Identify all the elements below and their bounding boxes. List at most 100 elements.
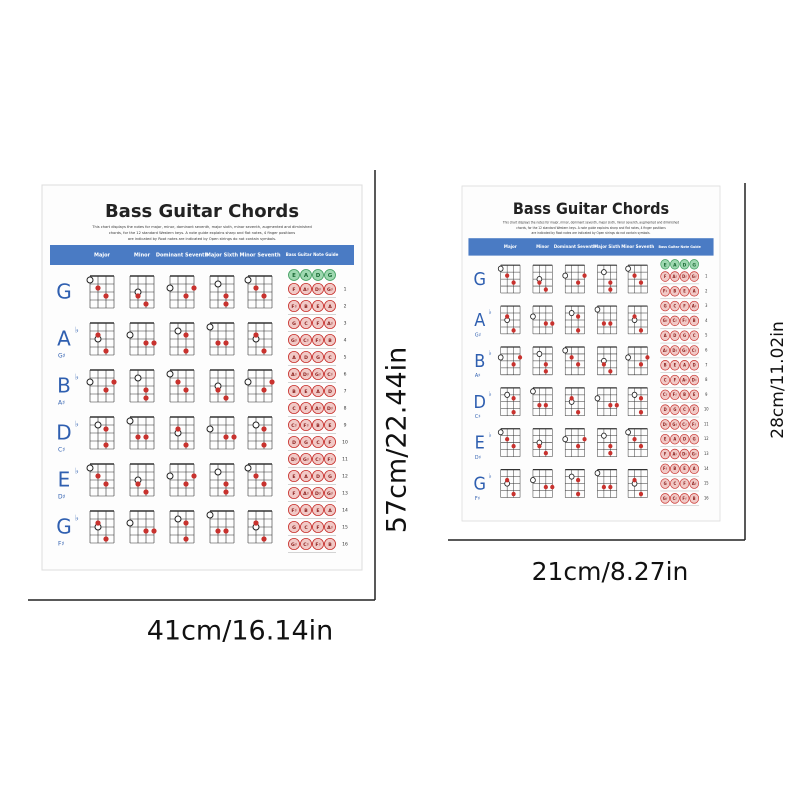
note-circle	[323, 537, 336, 550]
finger-dot	[511, 328, 516, 333]
note-circle	[299, 469, 312, 482]
open-note-label: G	[692, 262, 696, 268]
finger-dot	[608, 450, 613, 456]
root-dot	[206, 323, 214, 331]
finger-dot	[223, 293, 229, 299]
note-label: G	[693, 436, 696, 441]
root-dot	[568, 309, 575, 317]
chord-diagram	[594, 305, 618, 335]
finger-dot	[183, 293, 189, 299]
open-note	[300, 269, 312, 281]
note-circle	[311, 384, 324, 397]
chord-diagram	[89, 416, 115, 450]
chord-diagram	[562, 264, 587, 294]
note-label: G	[683, 333, 686, 338]
note-circle	[287, 537, 300, 550]
root-dot	[206, 425, 214, 433]
open-note	[288, 269, 300, 281]
finger-dot	[151, 340, 157, 346]
note-label: E	[292, 474, 295, 480]
note-circle	[660, 315, 671, 327]
note-label: B	[693, 318, 696, 323]
note-circle	[660, 493, 671, 504]
key-alt: G♯	[58, 353, 66, 360]
note-circle	[323, 283, 336, 296]
finger-dot	[632, 477, 637, 483]
finger-dot	[183, 536, 189, 542]
note-circle	[311, 537, 324, 550]
note-label: C♯	[663, 392, 668, 397]
finger-dot	[608, 369, 613, 374]
note-circle	[670, 360, 680, 371]
root-dot	[594, 470, 601, 477]
note-circle	[689, 330, 700, 341]
note-label: G♯	[315, 372, 321, 378]
note-circle	[311, 316, 324, 329]
note-circle	[670, 374, 680, 386]
note-label: C	[304, 525, 308, 531]
note-label: F	[693, 407, 696, 412]
note-circle	[660, 389, 671, 401]
note-label: G♯	[303, 457, 309, 463]
fret-number: 6	[344, 372, 347, 378]
chord-diagram	[166, 369, 195, 403]
root-dot	[94, 421, 102, 429]
note-label: A	[673, 436, 676, 441]
finger-dot	[253, 520, 259, 526]
note-circle	[689, 419, 700, 430]
finger-dot	[517, 355, 523, 360]
note-label: F♯	[692, 422, 696, 427]
key-letter: D	[56, 421, 71, 445]
finger-dot	[645, 355, 650, 360]
chord-diagram	[562, 346, 585, 376]
root-dot	[244, 464, 252, 472]
note-circle	[311, 401, 324, 414]
chord-diagram	[244, 463, 273, 497]
finger-dot	[103, 387, 109, 393]
key-letter: B	[474, 350, 485, 371]
note-label: B	[304, 304, 308, 310]
note-circle	[679, 345, 690, 356]
note-label: G♯	[327, 491, 333, 497]
column-header: Minor Seventh	[239, 253, 280, 259]
fret-number: 15	[342, 525, 348, 531]
note-circle	[311, 503, 324, 516]
note-label: C	[292, 406, 296, 412]
chord-diagram	[86, 275, 115, 309]
note-circle	[679, 300, 690, 312]
key-letter: G	[56, 280, 72, 304]
open-note-label: D	[316, 273, 321, 279]
note-circle	[689, 404, 700, 415]
note-circle	[299, 316, 312, 329]
root-dot	[166, 472, 174, 480]
note-circle	[660, 360, 671, 371]
finger-dot	[576, 314, 581, 319]
key-letter: A	[57, 327, 71, 351]
note-circle	[323, 350, 336, 363]
note-circle	[679, 493, 690, 504]
note-label: F	[664, 451, 667, 456]
note-label: F♯	[315, 338, 320, 344]
finger-dot	[511, 396, 516, 401]
note-label: B	[664, 362, 667, 367]
fret-number: 14	[704, 467, 709, 471]
finger-dot	[511, 491, 516, 497]
note-circle	[660, 300, 671, 312]
root-dot	[594, 306, 601, 313]
finger-dot	[223, 301, 229, 307]
note-circle	[660, 478, 671, 489]
note-label: D♯	[672, 348, 677, 353]
note-label: D	[304, 355, 308, 361]
note-label: A♯	[692, 481, 697, 486]
open-note-label: D	[683, 262, 687, 268]
finger-dot	[103, 348, 109, 354]
finger-dot	[638, 409, 644, 415]
fret-number: 5	[344, 355, 347, 361]
finger-dot	[183, 348, 189, 354]
note-circle	[660, 463, 671, 475]
fret-number: 11	[342, 457, 348, 463]
root-dot	[126, 331, 134, 339]
note-circle	[287, 486, 300, 499]
note-label: D	[693, 362, 696, 367]
